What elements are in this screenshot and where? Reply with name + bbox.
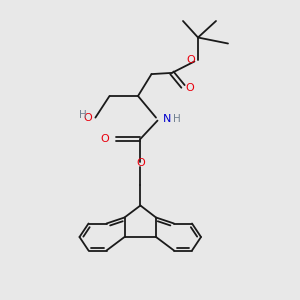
Text: H: H bbox=[79, 110, 87, 120]
Text: O: O bbox=[100, 134, 109, 144]
Text: H: H bbox=[173, 113, 181, 124]
Text: O: O bbox=[186, 55, 195, 65]
Text: N: N bbox=[163, 113, 171, 124]
Text: O: O bbox=[84, 112, 92, 123]
Text: O: O bbox=[185, 83, 194, 93]
Text: O: O bbox=[136, 158, 145, 168]
